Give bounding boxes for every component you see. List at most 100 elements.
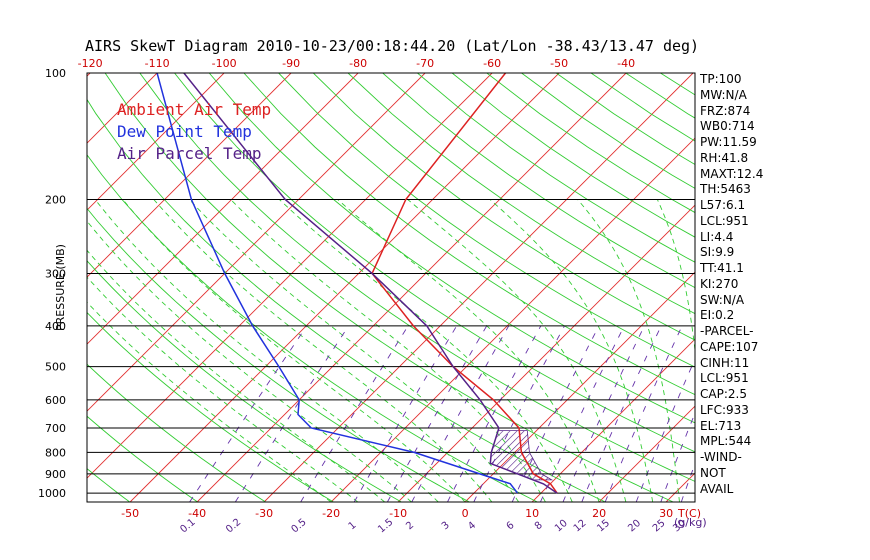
moist-adiabat-line [489,199,654,502]
param-item: LCL:951 [700,213,749,228]
bottom-temp-tick-label: -10 [389,507,407,520]
bottom-temp-tick-label: 20 [592,507,606,520]
mixing-ratio-tick-label: 10 [553,518,570,535]
top-temp-tick-label: -80 [349,57,367,70]
top-temp-tick-label: -50 [550,57,568,70]
moist-adiabat-line [577,199,680,502]
moist-adiabat-line [94,199,439,502]
dry-adiabat-line [87,363,266,502]
mixing-ratio-line [189,325,308,502]
dry-adiabat-line [0,73,62,502]
mixing-ratio-line [539,325,625,502]
bottom-temp-tick-label: 0 [462,507,469,520]
isotherm-line [330,137,695,502]
moist-adiabat-line [656,199,695,354]
mixing-ratio-line [234,325,349,502]
dry-adiabat-line [486,73,695,214]
isotherm-line [87,73,426,412]
param-item: AVAIL [700,481,734,496]
stability-parameters-list: TP:100 MW:N/A FRZ:874 WB0:714 PW:11.59 RH:41.… [700,72,763,497]
dry-adiabat-line [87,154,538,502]
dry-adiabat-line [208,73,695,424]
mixing-ratio-line [660,411,695,502]
legend-air-parcel-temp: Air Parcel Temp [117,144,262,163]
isotherm-line [464,271,695,502]
dry-adiabat-line [243,73,695,396]
moist-adiabat-lines [87,199,695,502]
isotherm-line [129,73,560,502]
moist-adiabat-line [189,199,520,502]
dry-adiabat-line [347,73,695,315]
isotherm-line [800,73,870,502]
mixing-ratio-line [604,325,683,502]
top-temp-tick-label: -40 [617,57,635,70]
profile-series [156,73,558,494]
param-item: L57:6.1 [700,198,746,212]
isotherm-line [87,73,91,77]
dry-adiabat-line [312,73,695,341]
moist-adiabat-line [87,220,412,502]
mixing-ratio-tick-label: 2 [404,520,416,533]
chart-title: AIRS SkewT Diagram 2010-10-23/00:18:44.2… [85,37,700,55]
dry-adiabat-line [87,415,198,502]
dry-adiabat-lines [0,73,870,502]
param-item: KI:270 [700,276,739,291]
bottom-temp-tick-label: 10 [525,507,539,520]
mixing-ratio-tick-label: 1 [347,520,359,533]
series-line-ambient-air-temp [371,73,558,494]
dry-adiabat-line [765,73,870,502]
isotherm-line [196,73,627,502]
dry-adiabat-line [87,207,470,502]
mixing-ratio-unit-label: (g/kg) [674,516,707,529]
param-item: -PARCEL- [700,324,754,338]
y-axis-label: PRESSURE (MB) [54,244,67,331]
pressure-tick-label: 700 [45,422,66,435]
top-temp-tick-label: -70 [416,57,434,70]
bottom-temp-tick-label: -30 [255,507,273,520]
dry-adiabat-line [87,98,606,502]
moist-adiabat-line [122,199,466,502]
mixing-ratio-line [387,325,488,502]
isotherm-line [87,73,225,211]
mixing-ratio-tick-label: 8 [533,520,545,533]
param-item: NOT [700,465,726,480]
param-item: LCL:951 [700,371,749,386]
mixing-ratio-tick-label: 25 [651,518,668,535]
moist-adiabat-line [407,199,627,502]
bottom-temp-tick-label: -50 [121,507,139,520]
mixing-ratio-line [635,357,695,502]
bottom-temp-tick-label: 30 [659,507,673,520]
mixing-ratio-line [511,325,600,502]
param-item: PW:11.59 [700,135,757,149]
dry-adiabat-line [87,260,402,502]
pressure-tick-label: 300 [45,267,66,280]
moist-adiabat-line [87,276,359,502]
mixing-ratio-tick-label: 15 [595,518,612,535]
pressure-tick-label: 500 [45,361,66,374]
param-item: EL:713 [700,418,742,433]
param-item: SI:9.9 [700,245,735,260]
isotherm-line [87,73,359,345]
param-item: FRZ:874 [700,103,751,118]
isotherm-line [263,73,694,502]
mixing-ratio-tick-label: 12 [572,518,589,535]
dry-adiabat-line [87,311,334,502]
mixing-ratio-tick-label: 20 [626,518,643,535]
isotherm-line [87,73,292,278]
moist-adiabat-line [337,199,600,502]
pressure-tick-label: 900 [45,468,66,481]
mixing-ratio-tick-label: 0.2 [224,517,243,536]
top-temp-tick-label: -100 [212,57,237,70]
param-item: SW:N/A [700,292,745,307]
pressure-tick-label: 100 [45,67,66,80]
series-line-dew-point-temp [156,73,519,494]
pressure-tick-label: 400 [45,320,66,333]
param-item: WB0:714 [700,119,755,134]
mixing-ratio-line [353,325,458,502]
dry-adiabat-line [278,73,695,368]
top-temp-tick-label: -120 [78,57,103,70]
isotherm-line [397,204,695,502]
mixing-ratio-line [411,325,510,502]
dry-adiabat-line [834,73,870,502]
param-item: -WIND- [700,450,742,464]
